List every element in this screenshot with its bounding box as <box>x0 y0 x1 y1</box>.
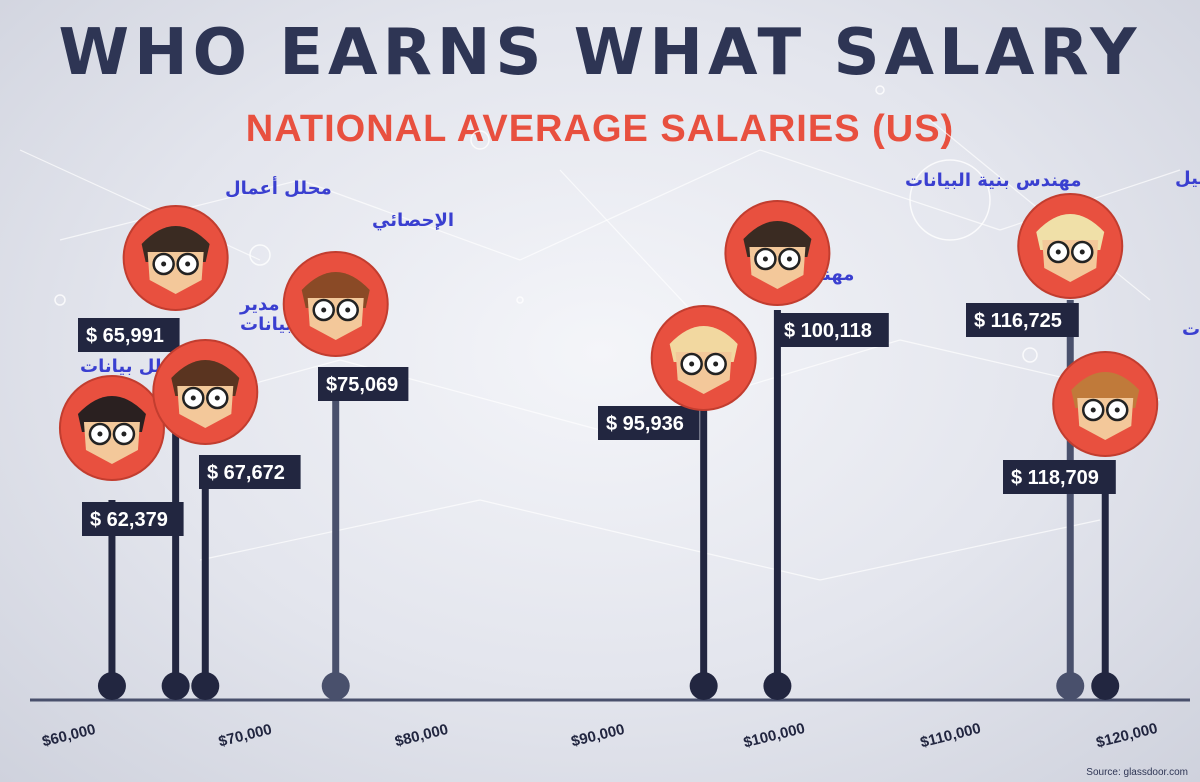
value-label: $ 118,709 <box>1003 460 1116 494</box>
statistician-avatar-icon <box>282 251 389 357</box>
salary-point <box>1056 672 1085 700</box>
svg-text:$75,069: $75,069 <box>326 374 398 396</box>
data-scientist-avatar-icon <box>1052 351 1159 457</box>
svg-text:$ 62,379: $ 62,379 <box>90 509 168 531</box>
x-tick-label: $120,000 <box>1094 720 1159 752</box>
salary-stems <box>108 300 1109 686</box>
x-tick-label: $110,000 <box>919 720 983 751</box>
chart-subtitle: NATIONAL AVERAGE SALARIES (US) <box>245 108 955 150</box>
svg-text:$ 67,672: $ 67,672 <box>207 462 285 484</box>
data-engineer-avatar-icon <box>650 305 757 411</box>
role-label: محلل أعمال <box>225 176 332 199</box>
value-label: $ 62,379 <box>82 502 184 536</box>
svg-text:$ 65,991: $ 65,991 <box>86 325 164 347</box>
data-architect-avatar-icon <box>724 200 831 306</box>
value-label: $ 100,118 <box>776 313 889 347</box>
value-label: $ 65,991 <box>78 318 180 352</box>
salary-point <box>321 672 350 700</box>
value-label: $ 67,672 <box>199 455 301 489</box>
value-label: $75,069 <box>318 367 409 401</box>
salary-point <box>689 672 718 700</box>
business-analyst-avatar-icon <box>122 205 229 311</box>
chart-title: WHO EARNS WHAT SALARY <box>58 16 1142 90</box>
svg-text:$ 118,709: $ 118,709 <box>1011 467 1099 489</box>
role-label: مهندس بنية البيانات <box>905 170 1082 191</box>
source-note: Source: glassdoor.com <box>1086 767 1188 778</box>
x-axis-ticks: $60,000 $70,000 $80,000 $90,000 $100,000 $110… <box>41 720 1160 752</box>
x-tick-label: $90,000 <box>570 721 627 751</box>
x-tick-label: $80,000 <box>393 721 450 751</box>
salary-point <box>763 672 792 700</box>
salary-point <box>1091 672 1120 700</box>
value-label: $ 116,725 <box>966 303 1079 337</box>
salary-point <box>191 672 220 700</box>
x-tick-label: $60,000 <box>41 721 98 751</box>
svg-text:$ 116,725: $ 116,725 <box>974 310 1062 332</box>
salary-point <box>97 672 126 700</box>
data-analyst-avatar-icon <box>58 375 165 481</box>
database-manager-avatar-icon <box>152 339 259 445</box>
x-tick-label: $100,000 <box>742 720 807 752</box>
role-label: عالم بيانات <box>1182 319 1200 340</box>
analytics-manager-avatar-icon <box>1017 193 1124 299</box>
svg-text:$ 95,936: $ 95,936 <box>606 413 684 435</box>
salary-point <box>161 672 190 700</box>
role-label: الإحصائي <box>372 210 454 231</box>
role-label: مدير البيانات والتحليل <box>1175 168 1200 189</box>
svg-text:$ 100,118: $ 100,118 <box>784 320 872 342</box>
x-tick-label: $70,000 <box>217 721 274 751</box>
value-label: $ 95,936 <box>598 406 700 440</box>
